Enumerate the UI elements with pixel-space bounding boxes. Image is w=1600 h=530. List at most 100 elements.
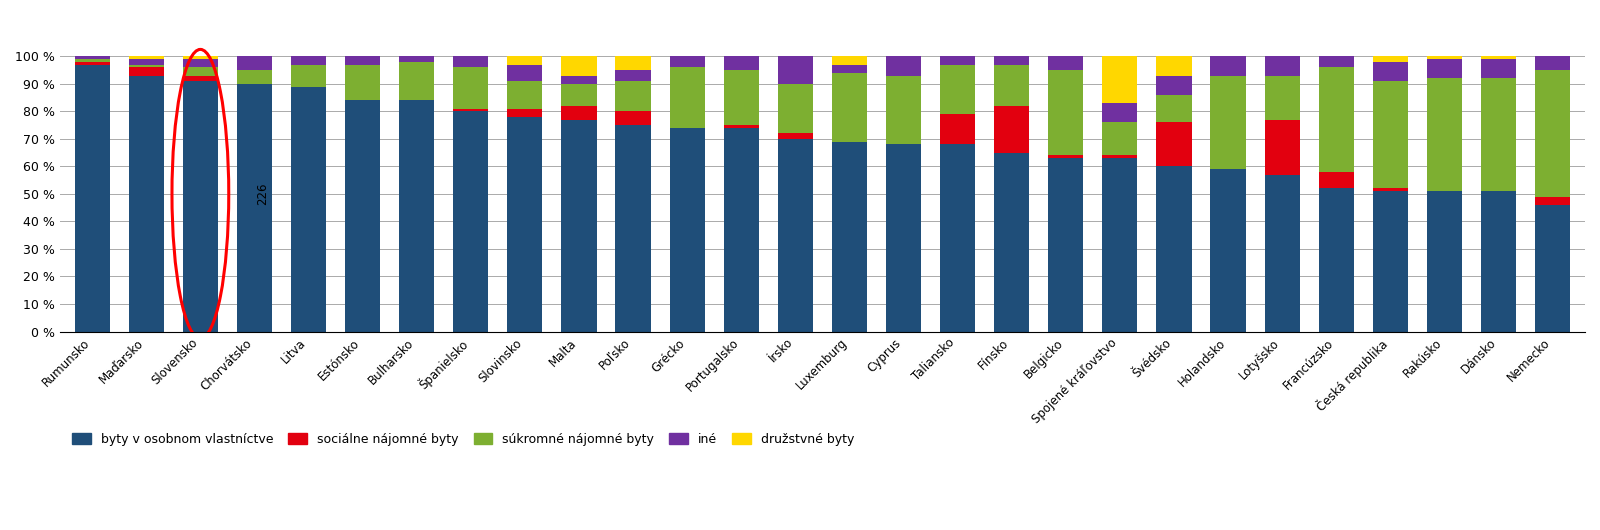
Bar [128, 56, 163, 59]
Bar [75, 65, 110, 331]
Bar [1048, 70, 1083, 155]
Bar [346, 100, 381, 331]
Bar [398, 56, 434, 62]
Bar [994, 65, 1029, 106]
Bar [562, 84, 597, 106]
Bar [562, 106, 597, 120]
Bar [128, 67, 163, 76]
Bar [75, 59, 110, 62]
Bar [886, 56, 922, 76]
Bar [886, 76, 922, 144]
Bar [562, 120, 597, 331]
Bar [1318, 172, 1354, 188]
Bar [832, 142, 867, 331]
Bar [1157, 166, 1192, 331]
Bar [453, 109, 488, 111]
Bar [1373, 81, 1408, 188]
Bar [346, 65, 381, 100]
Bar [1157, 95, 1192, 122]
Bar [1157, 76, 1192, 95]
Bar [507, 56, 542, 65]
Bar [237, 56, 272, 70]
Bar [1211, 76, 1246, 169]
Bar [1482, 56, 1517, 59]
Bar [507, 81, 542, 109]
Bar [832, 73, 867, 142]
Bar [128, 76, 163, 331]
Bar [1102, 122, 1138, 155]
Bar [1534, 70, 1570, 197]
Bar [453, 67, 488, 109]
Bar [1534, 197, 1570, 205]
Bar [1211, 56, 1246, 76]
Bar [1482, 78, 1517, 191]
Bar [1048, 158, 1083, 331]
Bar [616, 70, 651, 81]
Legend: byty v osobnom vlastníctve, sociálne nájomné byty, súkromné nájomné byty, iné, d: byty v osobnom vlastníctve, sociálne náj… [66, 426, 861, 452]
Bar [1482, 191, 1517, 331]
Bar [1427, 59, 1462, 78]
Bar [75, 62, 110, 65]
Bar [182, 59, 218, 67]
Bar [128, 65, 163, 67]
Bar [1157, 56, 1192, 76]
Bar [994, 153, 1029, 331]
Bar [778, 56, 813, 84]
Bar [1318, 67, 1354, 172]
Bar [669, 128, 704, 331]
Bar [1264, 174, 1299, 331]
Bar [941, 65, 974, 114]
Bar [1318, 56, 1354, 67]
Bar [886, 144, 922, 331]
Bar [1373, 56, 1408, 62]
Bar [291, 56, 326, 65]
Bar [398, 100, 434, 331]
Bar [1534, 205, 1570, 331]
Bar [994, 106, 1029, 153]
Bar [453, 111, 488, 331]
Bar [453, 56, 488, 67]
Bar [291, 86, 326, 331]
Bar [994, 56, 1029, 65]
Bar [75, 56, 110, 59]
Bar [1102, 155, 1138, 158]
Bar [1264, 56, 1299, 76]
Bar [616, 56, 651, 70]
Bar [182, 81, 218, 331]
Bar [1373, 191, 1408, 331]
Bar [1373, 62, 1408, 81]
Bar [832, 56, 867, 65]
Bar [1427, 78, 1462, 191]
Bar [616, 111, 651, 125]
Bar [616, 125, 651, 331]
Bar [237, 84, 272, 331]
Bar [832, 65, 867, 73]
Bar [616, 81, 651, 111]
Bar [182, 56, 218, 59]
Bar [291, 65, 326, 86]
Bar [778, 84, 813, 134]
Bar [182, 76, 218, 81]
Bar [1102, 56, 1138, 103]
Bar [723, 70, 758, 125]
Bar [507, 65, 542, 81]
Bar [669, 67, 704, 128]
Bar [723, 128, 758, 331]
Bar [398, 62, 434, 100]
Bar [1318, 188, 1354, 331]
Bar [723, 125, 758, 128]
Bar [182, 67, 218, 76]
Bar [1264, 76, 1299, 120]
Bar [562, 56, 597, 76]
Bar [723, 56, 758, 70]
Bar [1373, 188, 1408, 191]
Bar [778, 134, 813, 139]
Bar [941, 56, 974, 65]
Bar [941, 144, 974, 331]
Bar [562, 76, 597, 84]
Bar [941, 114, 974, 144]
Bar [507, 117, 542, 331]
Text: 226: 226 [256, 183, 269, 205]
Bar [1102, 103, 1138, 122]
Bar [1157, 122, 1192, 166]
